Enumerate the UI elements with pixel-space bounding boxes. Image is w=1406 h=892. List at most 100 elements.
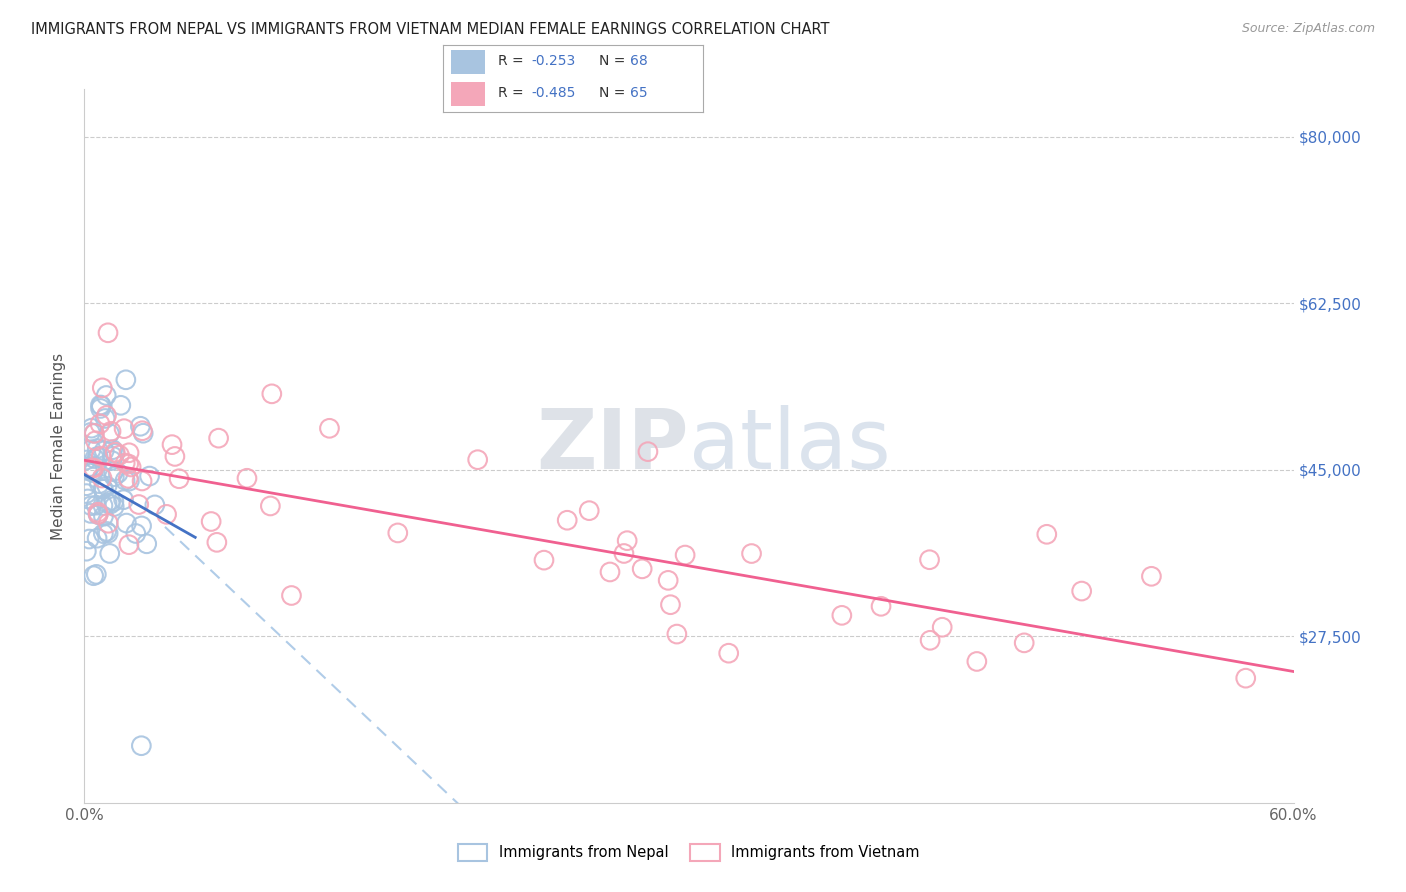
Point	[86, 567, 108, 582]
Point	[83, 451, 105, 466]
Point	[931, 620, 953, 634]
Point	[89, 417, 111, 431]
Point	[107, 466, 129, 480]
Point	[110, 398, 132, 412]
Point	[97, 516, 120, 531]
Point	[128, 498, 150, 512]
Point	[101, 450, 124, 464]
Point	[665, 627, 688, 641]
Point	[143, 498, 166, 512]
Point	[83, 461, 105, 475]
Point	[613, 546, 636, 560]
Point	[103, 465, 125, 479]
Point	[76, 464, 98, 478]
Point	[93, 526, 115, 541]
Point	[80, 421, 103, 435]
Point	[578, 503, 600, 517]
Point	[160, 437, 183, 451]
Point	[98, 546, 121, 560]
Point	[673, 548, 696, 562]
Text: 68: 68	[630, 54, 648, 69]
Point	[118, 446, 141, 460]
Point	[76, 491, 98, 506]
Point	[83, 426, 105, 441]
Text: 65: 65	[630, 87, 648, 101]
Point	[94, 411, 117, 425]
Point	[129, 419, 152, 434]
Point	[831, 608, 853, 623]
Point	[87, 508, 110, 522]
Point	[118, 457, 141, 471]
Point	[966, 655, 988, 669]
Point	[87, 505, 110, 519]
Point	[631, 562, 654, 576]
Point	[467, 452, 489, 467]
Point	[91, 471, 114, 485]
Point	[91, 482, 114, 496]
FancyBboxPatch shape	[451, 82, 485, 106]
Point	[918, 552, 941, 566]
Point	[97, 326, 120, 340]
Point	[80, 499, 103, 513]
Point	[86, 442, 108, 456]
FancyBboxPatch shape	[451, 50, 485, 74]
Text: atlas: atlas	[689, 406, 890, 486]
Point	[555, 513, 578, 527]
Point	[79, 459, 101, 474]
Point	[138, 469, 160, 483]
Point	[115, 373, 138, 387]
Point	[115, 516, 138, 530]
Point	[97, 526, 120, 541]
Point	[104, 446, 127, 460]
Point	[114, 456, 136, 470]
Point	[132, 426, 155, 441]
Point	[259, 499, 281, 513]
Point	[93, 509, 115, 524]
Point	[96, 388, 118, 402]
Point	[599, 565, 621, 579]
Point	[90, 401, 112, 416]
Point	[80, 442, 103, 457]
Point	[103, 494, 125, 508]
Point	[82, 464, 104, 478]
Point	[89, 476, 111, 491]
Point	[96, 524, 118, 539]
Point	[637, 444, 659, 458]
Point	[616, 533, 638, 548]
Point	[920, 633, 942, 648]
Point	[1012, 636, 1035, 650]
Text: -0.485: -0.485	[531, 87, 575, 101]
Point	[131, 424, 153, 438]
Point	[112, 492, 135, 507]
Point	[83, 568, 105, 582]
Text: IMMIGRANTS FROM NEPAL VS IMMIGRANTS FROM VIETNAM MEDIAN FEMALE EARNINGS CORRELAT: IMMIGRANTS FROM NEPAL VS IMMIGRANTS FROM…	[31, 22, 830, 37]
Point	[96, 496, 118, 510]
Point	[100, 425, 122, 439]
Point	[112, 422, 135, 436]
Text: N =: N =	[599, 87, 630, 101]
Point	[741, 547, 763, 561]
Point	[84, 498, 107, 512]
Point	[103, 500, 125, 514]
Point	[118, 474, 141, 488]
Point	[91, 499, 114, 513]
Point	[90, 449, 112, 463]
Text: R =: R =	[498, 54, 527, 69]
Point	[101, 453, 124, 467]
Point	[77, 532, 100, 546]
Point	[75, 453, 97, 467]
Point	[83, 426, 105, 441]
Point	[75, 486, 97, 500]
Text: -0.253: -0.253	[531, 54, 575, 69]
Point	[87, 508, 110, 522]
Point	[87, 450, 110, 464]
Point	[79, 425, 101, 440]
Point	[131, 519, 153, 533]
Point	[79, 507, 101, 521]
Point	[260, 387, 283, 401]
Point	[318, 421, 340, 435]
Y-axis label: Median Female Earnings: Median Female Earnings	[51, 352, 66, 540]
Point	[80, 461, 103, 475]
Text: R =: R =	[498, 87, 527, 101]
Point	[657, 574, 679, 588]
